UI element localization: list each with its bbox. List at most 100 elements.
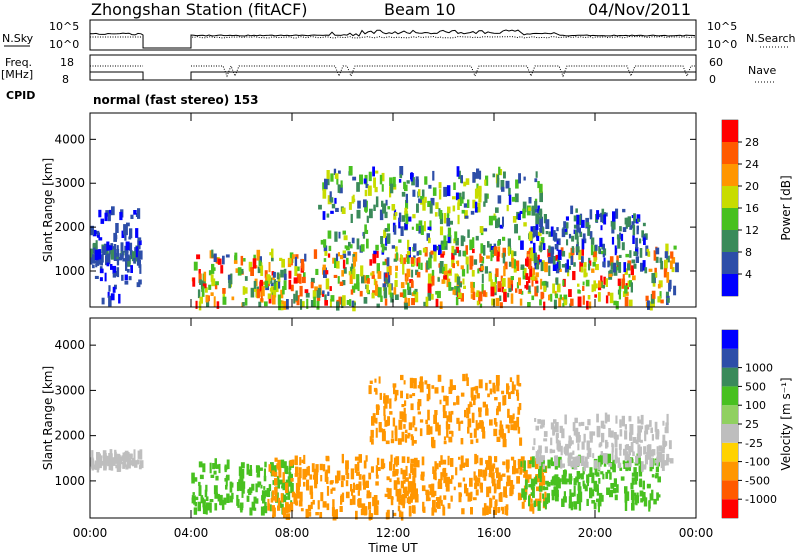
echo-cell — [596, 210, 600, 220]
echo-cell — [662, 420, 665, 426]
echo-cell — [609, 256, 614, 266]
echo-cell — [451, 245, 455, 254]
echo-cell — [226, 493, 230, 503]
echo-cell — [501, 510, 504, 515]
echo-cell — [480, 482, 483, 493]
echo-cell — [121, 274, 124, 281]
echo-cell — [662, 434, 666, 441]
echo-cell — [315, 512, 319, 516]
echo-cell — [648, 444, 652, 452]
echo-cell — [411, 298, 415, 306]
echo-cell — [493, 385, 496, 394]
echo-cell — [476, 168, 480, 179]
echo-cell — [538, 245, 542, 251]
echo-cell — [429, 252, 433, 259]
echo-cell — [400, 255, 403, 264]
echo-cell — [624, 296, 629, 307]
echo-cell — [339, 184, 343, 194]
echo-cell — [313, 249, 318, 259]
echo-cell — [456, 417, 460, 424]
echo-cell — [616, 484, 619, 493]
echo-cell — [567, 455, 571, 467]
echo-cell — [439, 226, 444, 236]
echo-cell — [526, 252, 529, 261]
echo-cell — [205, 496, 209, 501]
echo-cell — [275, 282, 279, 293]
echo-cell — [367, 278, 370, 284]
echo-cell — [566, 239, 569, 246]
echo-cell — [468, 492, 471, 498]
echo-cell — [426, 424, 430, 435]
echo-cell — [478, 267, 483, 272]
echo-cell — [639, 238, 642, 244]
echo-cell — [627, 280, 631, 288]
nsearch-tick-high: 10^5 — [707, 20, 737, 33]
echo-cell — [296, 273, 301, 284]
echo-cell — [264, 461, 267, 468]
echo-cell — [471, 412, 475, 423]
echo-cell — [221, 499, 225, 510]
echo-cell — [493, 506, 497, 515]
echo-cell — [490, 286, 495, 297]
echo-cell — [125, 464, 129, 470]
colorbar-segment — [722, 164, 738, 186]
echo-cell — [291, 491, 296, 498]
echo-cell — [99, 277, 103, 282]
echo-cell — [523, 485, 528, 495]
echo-cell — [447, 503, 451, 509]
echo-cell — [426, 260, 430, 270]
echo-cell — [260, 506, 265, 516]
echo-cell — [393, 386, 396, 395]
echo-cell — [390, 292, 394, 303]
echo-cell — [605, 278, 608, 287]
echo-cell — [673, 285, 677, 296]
echo-cell — [282, 461, 287, 469]
echo-cell — [527, 302, 531, 307]
x-tick-label: 04:00 — [174, 526, 209, 540]
echo-cell — [253, 496, 257, 504]
echo-cell — [613, 432, 617, 440]
echo-cell — [328, 245, 332, 251]
echo-cell — [210, 274, 214, 282]
echo-cell — [503, 171, 506, 179]
echo-cell — [105, 455, 109, 460]
echo-cell — [537, 231, 542, 237]
echo-cell — [561, 228, 566, 238]
echo-cell — [373, 250, 377, 255]
echo-cell — [393, 480, 398, 490]
echo-cell — [562, 279, 565, 286]
echo-cell — [383, 414, 386, 421]
echo-cell — [392, 383, 397, 388]
echo-cell — [592, 261, 596, 267]
echo-cell — [469, 477, 473, 487]
nave-label: Nave — [748, 64, 776, 77]
echo-cell — [477, 268, 480, 274]
echo-cell — [522, 201, 527, 213]
echo-cell — [588, 260, 592, 266]
echo-cell — [526, 281, 529, 290]
echo-cell — [658, 445, 662, 452]
echo-cell — [213, 470, 217, 475]
echo-cell — [565, 478, 570, 483]
echo-cell — [366, 493, 370, 499]
echo-cell — [467, 199, 470, 208]
echo-cell — [536, 474, 541, 483]
echo-cell — [473, 497, 477, 501]
echo-cell — [322, 264, 326, 271]
echo-cell — [653, 272, 658, 278]
echo-cell — [458, 170, 461, 180]
echo-cell — [465, 245, 468, 255]
echo-cell — [610, 263, 614, 270]
echo-cell — [528, 197, 532, 204]
echo-cell — [536, 285, 539, 293]
echo-cell — [306, 479, 310, 491]
echo-cell — [248, 469, 253, 476]
echo-cell — [246, 495, 250, 502]
echo-cell — [412, 416, 416, 426]
echo-cell — [288, 477, 293, 487]
echo-cell — [607, 260, 610, 268]
echo-cell — [485, 382, 488, 391]
echo-cell — [529, 266, 533, 277]
echo-cell — [288, 504, 291, 513]
echo-cell — [303, 481, 306, 487]
